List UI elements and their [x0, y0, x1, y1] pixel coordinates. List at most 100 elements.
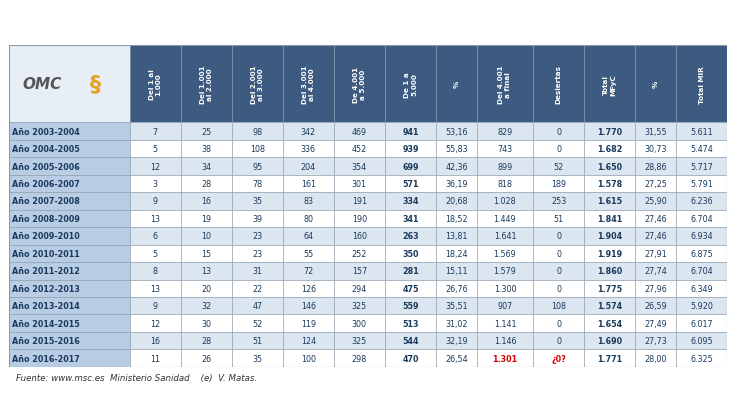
Bar [9, 140, 130, 158]
Text: 35: 35 [252, 354, 262, 363]
Bar [533, 280, 584, 297]
Text: 470: 470 [402, 354, 419, 363]
Bar [635, 210, 676, 228]
Bar [130, 158, 180, 175]
Text: 55,83: 55,83 [445, 145, 468, 154]
Text: 13: 13 [150, 215, 160, 223]
Text: 146: 146 [301, 302, 316, 310]
Text: OMC: OMC [23, 77, 63, 92]
Text: 98: 98 [252, 128, 262, 136]
Bar [334, 140, 385, 158]
Bar [584, 158, 635, 175]
Text: 253: 253 [551, 197, 566, 206]
Text: 9: 9 [152, 302, 158, 310]
Text: Año 2009-2010: Año 2009-2010 [13, 232, 80, 241]
Text: %: % [653, 81, 659, 88]
Text: 28,86: 28,86 [645, 162, 667, 171]
Bar [584, 140, 635, 158]
Text: 544: 544 [402, 336, 419, 345]
Text: §: § [90, 75, 102, 95]
Text: 27,96: 27,96 [644, 284, 667, 293]
Bar [283, 123, 334, 140]
Text: 23: 23 [252, 232, 262, 241]
Bar [9, 315, 130, 332]
Text: 26,54: 26,54 [445, 354, 468, 363]
Bar [385, 262, 436, 280]
Bar [584, 262, 635, 280]
Bar [533, 46, 584, 123]
Text: 5: 5 [152, 145, 158, 154]
Bar [676, 228, 727, 245]
Text: 341: 341 [402, 215, 419, 223]
Text: 27,49: 27,49 [644, 319, 667, 328]
Text: 52: 52 [252, 319, 262, 328]
Bar [232, 175, 283, 193]
Text: 475: 475 [402, 284, 419, 293]
Bar [180, 280, 232, 297]
Text: %: % [453, 81, 459, 88]
Text: 18,24: 18,24 [445, 249, 467, 258]
Bar [334, 315, 385, 332]
Bar [130, 315, 180, 332]
Bar [584, 332, 635, 350]
Bar [180, 210, 232, 228]
Bar [676, 175, 727, 193]
Text: 829: 829 [498, 128, 512, 136]
Text: 5.791: 5.791 [690, 180, 713, 188]
Text: Año 2015-2016: Año 2015-2016 [13, 336, 80, 345]
Text: De 1 a
5.000: De 1 a 5.000 [404, 72, 417, 97]
Bar [676, 123, 727, 140]
Text: 25: 25 [201, 128, 211, 136]
Text: 51: 51 [252, 336, 262, 345]
Bar [533, 350, 584, 367]
Bar [334, 158, 385, 175]
Text: 13: 13 [201, 267, 211, 275]
Bar [180, 245, 232, 262]
Bar [584, 46, 635, 123]
Bar [130, 228, 180, 245]
Bar [635, 280, 676, 297]
Bar [283, 140, 334, 158]
Bar [232, 262, 283, 280]
Bar [533, 315, 584, 332]
Bar [477, 228, 533, 245]
Text: 6.236: 6.236 [690, 197, 713, 206]
Text: 27,46: 27,46 [644, 232, 667, 241]
Text: 53,16: 53,16 [445, 128, 467, 136]
Bar [283, 158, 334, 175]
Bar [385, 210, 436, 228]
Text: 100: 100 [301, 354, 316, 363]
Bar [9, 123, 130, 140]
Text: 16: 16 [150, 336, 160, 345]
Text: Año 2008-2009: Año 2008-2009 [13, 215, 80, 223]
Text: 1.300: 1.300 [494, 284, 516, 293]
Bar [436, 193, 477, 210]
Bar [676, 210, 727, 228]
Text: 281: 281 [402, 267, 419, 275]
Bar [533, 123, 584, 140]
Bar [130, 193, 180, 210]
Text: 1.641: 1.641 [494, 232, 516, 241]
Text: De 4.001
a 5.000: De 4.001 a 5.000 [353, 67, 366, 103]
Text: Año 2005-2006: Año 2005-2006 [13, 162, 80, 171]
Text: 72: 72 [303, 267, 314, 275]
Bar [584, 210, 635, 228]
Bar [436, 123, 477, 140]
Bar [477, 350, 533, 367]
Text: 1.578: 1.578 [597, 180, 623, 188]
Text: 0: 0 [556, 267, 561, 275]
Text: 6.875: 6.875 [690, 249, 713, 258]
Text: 31,02: 31,02 [445, 319, 467, 328]
Text: 190: 190 [352, 215, 367, 223]
Bar [130, 280, 180, 297]
Text: 204: 204 [301, 162, 316, 171]
Bar [283, 280, 334, 297]
Bar [180, 350, 232, 367]
Bar [232, 315, 283, 332]
Bar [334, 297, 385, 315]
Text: 27,25: 27,25 [644, 180, 667, 188]
Text: 6.704: 6.704 [690, 267, 713, 275]
Text: 32,19: 32,19 [445, 336, 468, 345]
Bar [334, 350, 385, 367]
Bar [477, 315, 533, 332]
